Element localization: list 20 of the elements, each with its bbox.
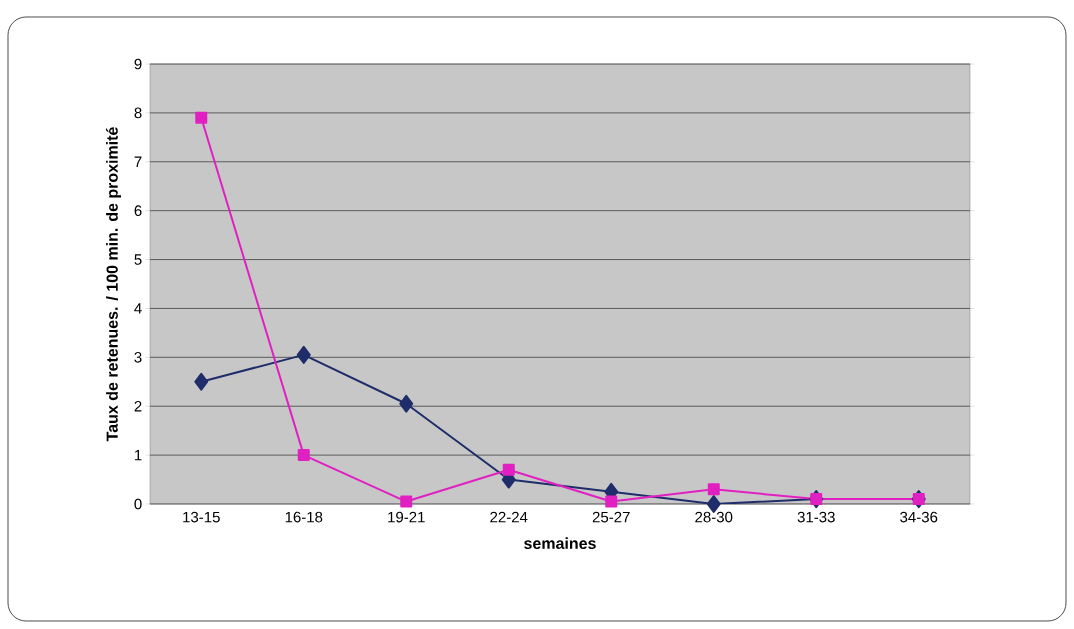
y-tick-label: 2 [134,400,142,412]
y-tick-label: 9 [134,58,142,70]
x-tick-label: 16-18 [285,511,323,523]
y-tick-label: 0 [134,498,142,510]
x-tick-label: 28-30 [695,511,733,523]
y-tick-label: 3 [134,352,142,363]
y-axis-title: Taux de retenues. / 100 min. de proximité [105,127,122,442]
x-tick-label: 13-15 [183,511,220,523]
y-tick-label: 1 [135,449,142,461]
x-tick-label: 19-21 [388,511,425,523]
x-tick-label: 22-24 [490,511,528,523]
y-tick-label: 5 [134,254,142,265]
x-tick-label: 31-33 [797,511,835,523]
y-tick-label: 8 [134,107,142,119]
y-tick-label: 6 [134,205,142,216]
x-tick-label: 34-36 [900,511,938,523]
x-axis-title: semaines [524,537,596,550]
y-tick-label: 4 [134,303,142,314]
x-tick-label: 25-27 [592,511,630,523]
y-tick-label: 7 [134,156,142,167]
